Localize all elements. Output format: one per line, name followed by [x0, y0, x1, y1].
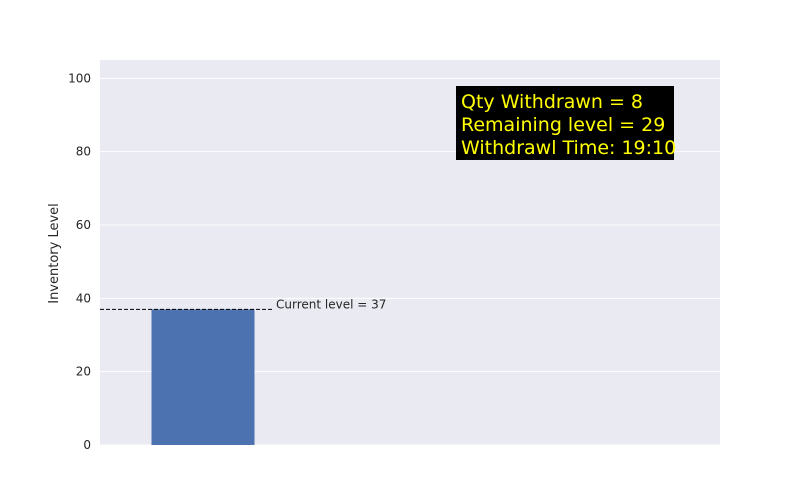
inventory-bar	[151, 309, 255, 445]
y-tick-label: 80	[76, 145, 91, 159]
y-axis-label: Inventory Level	[47, 203, 62, 304]
current-level-annotation: Current level = 37	[276, 297, 386, 311]
y-tick-label: 20	[76, 365, 91, 379]
y-tick-label: 40	[76, 291, 91, 305]
info-withdrawal-time: Withdrawl Time: 19:10	[461, 137, 676, 159]
info-remaining-level: Remaining level = 29	[461, 114, 665, 136]
y-tick-label: 100	[68, 71, 91, 85]
y-tick-label: 60	[76, 218, 91, 232]
y-tick-label: 0	[83, 438, 91, 452]
info-qty-withdrawn: Qty Withdrawn = 8	[461, 91, 643, 113]
y-axis-ticks: 0 20 40 60 80 100	[68, 71, 91, 452]
withdrawal-info-box: Qty Withdrawn = 8 Remaining level = 29 W…	[456, 86, 676, 160]
info-box-background	[456, 86, 674, 160]
bars	[151, 309, 255, 445]
